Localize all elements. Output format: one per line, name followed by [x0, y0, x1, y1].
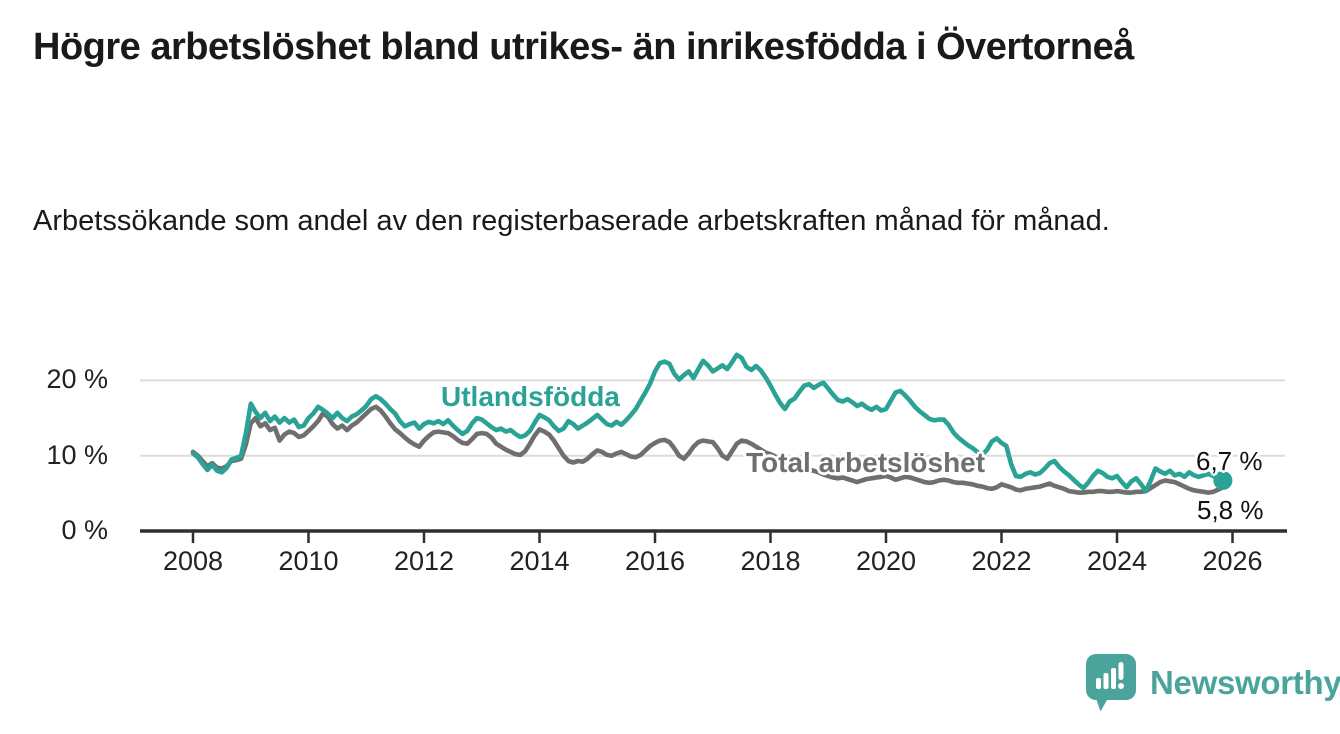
newsworthy-brand-name: Newsworthy [1150, 664, 1340, 701]
x-tick-label: 2012 [393, 546, 455, 576]
series-end-dot [1213, 471, 1233, 490]
x-tick-label: 2022 [971, 546, 1032, 576]
newsworthy-brand: Newsworthy [1085, 653, 1340, 713]
x-tick-label: 2026 [1202, 546, 1263, 576]
y-tick-label: 0 % [61, 515, 108, 545]
newsworthy-logo-icon [1086, 654, 1136, 712]
end-value-total-arbetsloshet: 5,8 % [1197, 495, 1264, 525]
chart-subtitle: Arbetssökande som andel av den registerb… [33, 205, 1110, 237]
y-tick-label: 20 % [46, 364, 108, 395]
chart-title: Högre arbetslöshet bland utrikes- än inr… [33, 26, 1134, 68]
end-value-utlandsfodda: 6,7 % [1196, 446, 1263, 476]
series-label-utlandsfodda: Utlandsfödda [441, 381, 620, 412]
y-tick-label: 10 % [46, 439, 108, 470]
series-label-total-arbetsloshet: Total arbetslöshet [746, 447, 986, 478]
series-line-utlandsfodda [190, 352, 1226, 494]
x-tick-label: 2008 [162, 546, 224, 576]
series-line-total [190, 404, 1226, 495]
x-tick-label: 2016 [624, 546, 686, 576]
x-tick-label: 2014 [509, 546, 570, 576]
x-tick-label: 2018 [740, 546, 801, 576]
x-tick-label: 2010 [278, 546, 339, 576]
x-tick-label: 2020 [855, 546, 917, 576]
x-tick-label: 2024 [1086, 546, 1148, 576]
